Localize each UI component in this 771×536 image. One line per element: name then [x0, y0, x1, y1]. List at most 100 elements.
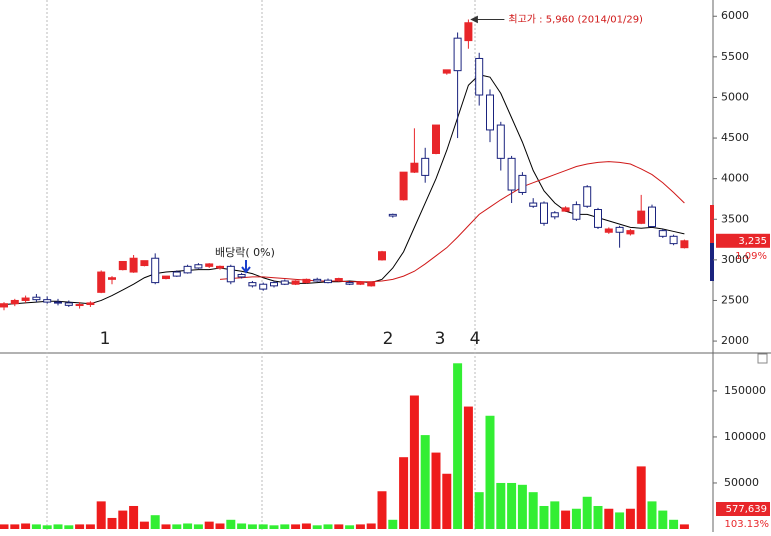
dividend-arrow [241, 260, 251, 274]
volume-bar [42, 525, 52, 529]
volume-bar [507, 482, 517, 529]
volume-bar [193, 524, 203, 529]
y-tick-label: 50000 [724, 476, 759, 489]
volume-bar [237, 523, 247, 529]
panel-close-button[interactable] [757, 353, 768, 364]
volume-bar [291, 524, 301, 529]
volume-bar [161, 524, 171, 529]
last-volume: 577,639 [726, 504, 767, 515]
candle-body [226, 265, 235, 283]
price-range-down [710, 243, 714, 281]
candle-body [108, 277, 116, 280]
candle-body [572, 204, 581, 220]
candle-body [464, 22, 473, 42]
y-tick-label: 2500 [721, 293, 749, 306]
y-tick-label: 5000 [721, 90, 749, 103]
last-price: 3,235 [738, 236, 767, 247]
change-label: 1.09% [735, 251, 767, 262]
volume-bar [85, 524, 95, 529]
volume-bar [453, 363, 463, 529]
volume-bar [571, 508, 581, 529]
candle-body [658, 230, 667, 237]
candle-body [291, 280, 300, 285]
candle-body [183, 265, 192, 274]
moving-average [219, 161, 685, 283]
candle-body [378, 251, 386, 261]
candle-body [561, 207, 570, 212]
volume-bar [355, 524, 365, 529]
event-label: 1 [100, 329, 111, 349]
volume-bar [561, 510, 571, 529]
volume-bar [10, 524, 20, 529]
volume-bar [53, 524, 63, 529]
volume-bar [150, 515, 160, 529]
volume-bar [658, 510, 668, 529]
candle-body [54, 301, 62, 304]
candle-body [216, 265, 224, 269]
volume-bar [669, 519, 679, 529]
volume-bar [517, 484, 527, 529]
candle-body [496, 124, 505, 159]
candle-body [280, 280, 289, 285]
candle-body [75, 304, 84, 307]
y-tick-label: 6000 [721, 9, 749, 22]
candle-body [43, 299, 52, 303]
volume-bar [247, 524, 257, 529]
candle-body [637, 210, 646, 224]
volume-bar [550, 501, 560, 529]
volume-bar [21, 523, 31, 529]
volume-bar [0, 524, 9, 529]
volume-bar [388, 519, 398, 529]
event-label: 3 [435, 329, 446, 349]
candle-body [518, 174, 527, 193]
candle-body [475, 57, 484, 96]
volume-bar [431, 452, 441, 529]
volume-bar [301, 523, 311, 529]
candle-body [97, 271, 106, 293]
candle-body [302, 278, 311, 284]
y-tick-label: 4000 [721, 172, 749, 185]
volume-ratio: 103.13% [725, 519, 770, 530]
volume-bar [593, 505, 603, 529]
volume-bar [204, 521, 214, 529]
volume-bar [679, 524, 689, 529]
candle-body [388, 213, 397, 217]
candle-body [162, 275, 170, 280]
volume-bar [409, 395, 419, 529]
y-tick-label: 100000 [724, 430, 766, 443]
candle-body [324, 279, 332, 284]
candle-body [367, 282, 376, 287]
volume-bar [75, 524, 85, 529]
candle-body [270, 282, 278, 287]
volume-bar [366, 523, 376, 529]
volume-bar [485, 415, 495, 529]
candle-body [205, 263, 214, 267]
candle-body [626, 230, 635, 235]
y-tick-label: 5500 [721, 50, 749, 63]
volume-bar [31, 524, 41, 529]
candle-body [583, 186, 592, 207]
volume-bar [496, 482, 506, 529]
candle-body [21, 297, 30, 301]
volume-bar [604, 508, 614, 529]
candle-body [410, 162, 419, 173]
y-tick-label: 3500 [721, 212, 749, 225]
candle-body [259, 283, 268, 290]
candle-body [540, 202, 548, 224]
candle-body [529, 202, 538, 207]
y-tick-label: 150000 [724, 384, 766, 397]
high-annotation: 최고가 : 5,960 (2014/01/29) [508, 13, 643, 25]
volume-bar [442, 473, 452, 529]
y-tick-label: 4500 [721, 131, 749, 144]
volume-bar [129, 505, 139, 529]
price-range-up [710, 205, 714, 243]
volume-bar [258, 524, 268, 529]
volume-bar [528, 492, 538, 529]
volume-bar [539, 505, 549, 529]
volume-bar [636, 466, 646, 529]
candle-body [118, 260, 127, 271]
y-tick-label: 2000 [721, 334, 749, 347]
event-label: 4 [470, 329, 481, 349]
volume-bar [269, 525, 279, 529]
